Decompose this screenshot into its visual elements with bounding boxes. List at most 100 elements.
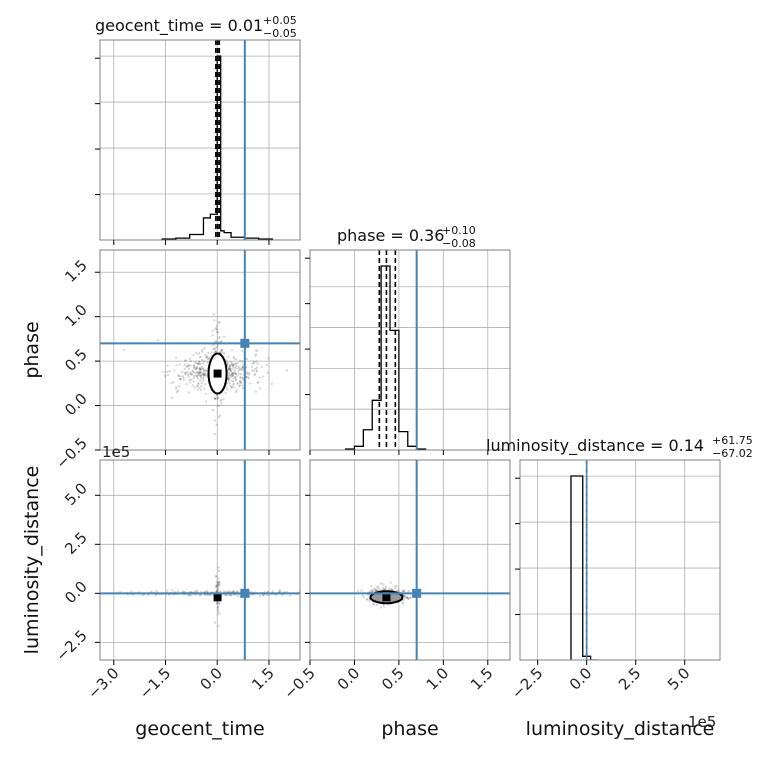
sample-point (234, 362, 237, 366)
sample-point (195, 365, 199, 368)
sample-point (228, 369, 231, 372)
sample-point (190, 373, 193, 376)
sample-point (236, 362, 239, 365)
sample-point (216, 397, 219, 400)
sample-point (173, 369, 176, 372)
sample-point (225, 385, 228, 388)
sample-point (216, 396, 219, 399)
sample-point (187, 391, 190, 394)
sample-point (249, 382, 252, 385)
title-phase-upper: +0.10 (442, 224, 476, 237)
sample-point (240, 367, 244, 370)
sample-point (270, 382, 273, 385)
sample-point (227, 590, 230, 593)
sample-point (194, 367, 197, 371)
sample-point (205, 369, 208, 372)
sample-point (231, 590, 234, 593)
sample-point (233, 369, 236, 372)
sample-point (232, 363, 235, 366)
sample-point (176, 590, 180, 593)
sample-point (374, 588, 377, 592)
truth-marker (412, 588, 422, 598)
sample-point (203, 368, 206, 372)
sample-point (187, 363, 190, 366)
sample-point (368, 600, 371, 603)
sample-point (214, 396, 217, 400)
sample-point (189, 371, 192, 374)
sample-point (217, 404, 220, 408)
sample-point (199, 371, 202, 374)
sample-point (196, 377, 199, 380)
sample-point (216, 605, 220, 608)
sample-point (175, 391, 178, 394)
sample-point (241, 384, 244, 387)
sample-point (192, 353, 195, 357)
sample-point (230, 369, 233, 372)
sample-point (255, 370, 259, 373)
sample-point (175, 387, 178, 390)
sample-point (255, 353, 258, 356)
sample-point (245, 366, 248, 369)
sample-point (217, 610, 220, 613)
sample-point (203, 373, 206, 376)
sample-point (372, 602, 375, 606)
sample-point (227, 376, 230, 379)
sample-point (221, 349, 224, 352)
sample-point (141, 594, 144, 597)
sample-point (214, 328, 217, 331)
sample-point (206, 593, 209, 596)
sample-point (374, 589, 377, 592)
sample-point (226, 388, 229, 391)
title-luminosity-distance: luminosity_distance = 0.14 (486, 436, 704, 456)
sample-point (217, 320, 220, 324)
sample-point (226, 377, 230, 381)
sample-point (216, 583, 219, 586)
sample-point (401, 601, 404, 604)
sample-point (202, 367, 205, 370)
sample-point (200, 367, 203, 370)
sample-point (229, 367, 232, 370)
sample-point (229, 375, 232, 379)
sample-point (213, 347, 216, 350)
sample-point (395, 585, 399, 588)
sample-point (265, 363, 268, 367)
title-geocent-time-lower: −0.05 (263, 27, 297, 40)
sample-point (185, 383, 188, 386)
sample-point (196, 388, 199, 391)
sample-point (239, 381, 242, 385)
sample-point (199, 370, 202, 374)
sample-point (379, 606, 382, 609)
sample-point (204, 383, 207, 386)
sample-point (372, 603, 375, 606)
sample-point (217, 566, 220, 569)
sample-point (215, 350, 218, 353)
sample-point (234, 372, 237, 376)
sample-point (204, 400, 208, 403)
sample-point (376, 589, 379, 592)
sample-point (181, 375, 184, 378)
sample-point (214, 585, 218, 588)
sample-point (177, 385, 181, 388)
title-geocent-time-upper: +0.05 (263, 14, 297, 27)
sample-point (215, 584, 218, 587)
sample-point (232, 383, 235, 387)
sample-point (195, 351, 198, 354)
sample-point (195, 366, 198, 369)
sample-point (215, 589, 219, 592)
sample-point (213, 419, 216, 422)
sample-point (197, 360, 200, 363)
sample-point (198, 362, 201, 365)
title-luminosity-distance-lower: −67.02 (712, 447, 753, 460)
sample-point (212, 347, 215, 351)
sample-point (255, 360, 258, 363)
sample-point (163, 374, 167, 377)
sample-point (232, 590, 235, 593)
sample-point (409, 596, 412, 599)
panel-content (310, 250, 510, 450)
sample-point (375, 603, 378, 606)
sample-point (211, 329, 214, 332)
xlabel-luminosity-distance: luminosity_distance (526, 718, 715, 740)
sample-point (235, 372, 238, 375)
sample-point (192, 374, 196, 378)
sample-point (218, 581, 221, 584)
